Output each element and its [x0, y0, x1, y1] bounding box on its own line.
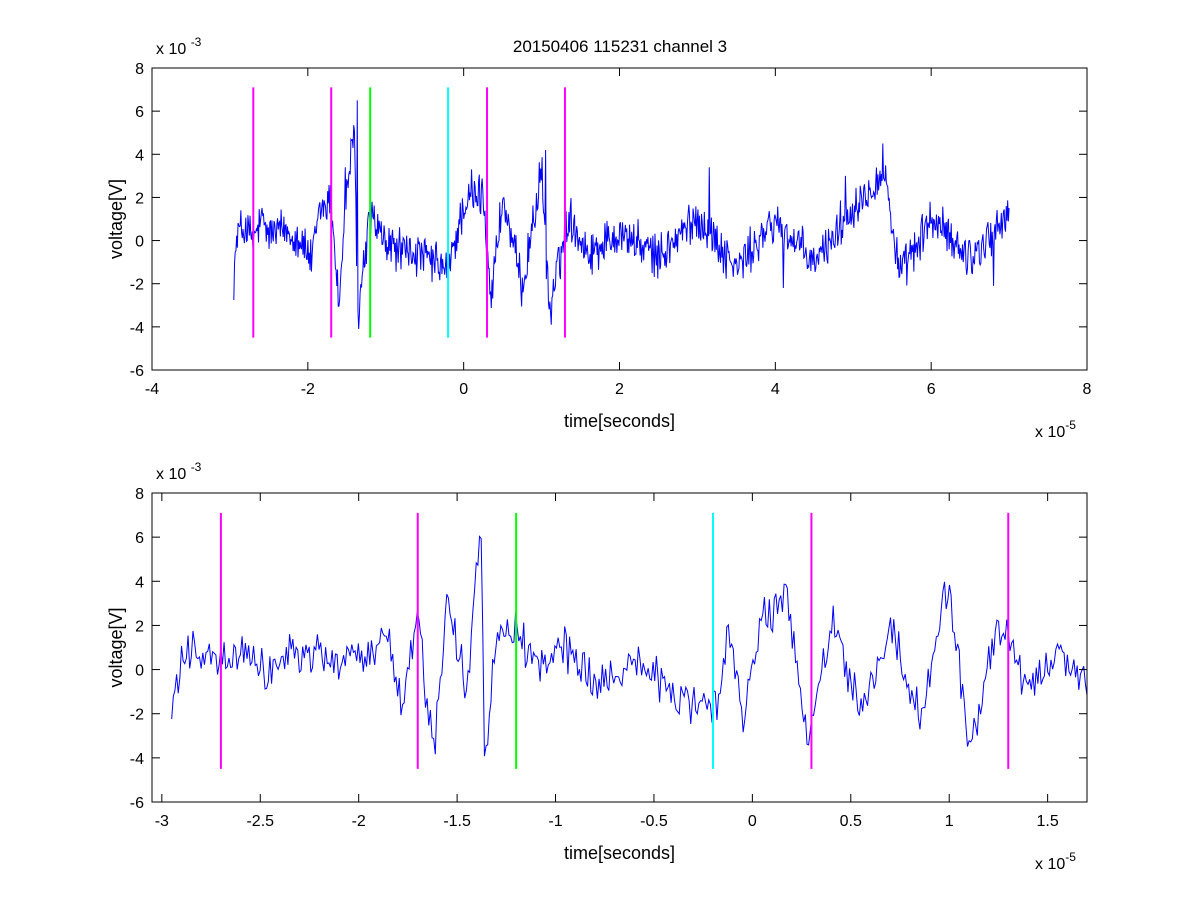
- x-tick-label: -1: [548, 813, 562, 830]
- x-tick-label: -2: [352, 813, 366, 830]
- y-tick-label: 2: [135, 190, 144, 207]
- top-panel: -4 -2 0 2 4 6 8-6-4-202468time[seconds]voltage…: [106, 35, 1092, 441]
- x-tick-label: 2: [615, 381, 624, 398]
- x-tick-label: 1: [945, 813, 954, 830]
- x-tick-label: -3: [155, 813, 169, 830]
- x-exponent-power: -5: [1065, 418, 1076, 432]
- y-tick-label: 8: [135, 61, 144, 78]
- x-axis-label: time[seconds]: [564, 411, 675, 431]
- y-tick-label: 0: [135, 234, 144, 251]
- y-exponent-power: -3: [191, 460, 202, 474]
- y-axis-label: voltage[V]: [106, 179, 126, 259]
- y-tick-label: 6: [135, 104, 144, 121]
- y-tick-label: -6: [130, 795, 144, 812]
- y-tick-label: 4: [135, 147, 144, 164]
- y-exponent-label: x 10 -3: [156, 460, 202, 483]
- plot-area: [233, 87, 1010, 338]
- axes-box: [151, 492, 1088, 803]
- x-tick-label: 6: [927, 381, 936, 398]
- y-tick-label: -4: [130, 320, 144, 337]
- x-tick-label: 0: [459, 381, 468, 398]
- y-tick-label: 6: [135, 530, 144, 547]
- x-tick-label: -2: [301, 381, 315, 398]
- x-axis-label: time[seconds]: [564, 843, 675, 863]
- x-tick-label: 4: [771, 381, 780, 398]
- x-tick-label: 1.5: [1037, 813, 1059, 830]
- y-exponent-power: -3: [191, 35, 202, 49]
- signal-trace: [171, 535, 1087, 757]
- x-tick-label: 0: [748, 813, 757, 830]
- x-tick-label: -2.5: [246, 813, 274, 830]
- y-tick-label: 4: [135, 574, 144, 591]
- y-tick-label: -4: [130, 751, 144, 768]
- x-tick-label: 8: [1083, 381, 1092, 398]
- plot-area: [171, 512, 1087, 769]
- y-axis-label: voltage[V]: [106, 607, 126, 687]
- x-tick-label: -0.5: [640, 813, 668, 830]
- y-tick-label: -2: [130, 277, 144, 294]
- x-exponent-power: -5: [1065, 850, 1076, 864]
- y-tick-label: 8: [135, 486, 144, 503]
- y-tick-label: 2: [135, 618, 144, 635]
- y-tick-label: 0: [135, 663, 144, 680]
- x-tick-label: -1.5: [443, 813, 471, 830]
- y-exponent-label: x 10 -3: [156, 35, 202, 58]
- figure-title: 20150406 115231 channel 3: [513, 37, 727, 56]
- x-tick-label: 0.5: [840, 813, 862, 830]
- y-tick-label: -6: [130, 363, 144, 380]
- x-tick-label: -4: [145, 381, 159, 398]
- y-tick-label: -2: [130, 707, 144, 724]
- signal-trace: [233, 100, 1010, 330]
